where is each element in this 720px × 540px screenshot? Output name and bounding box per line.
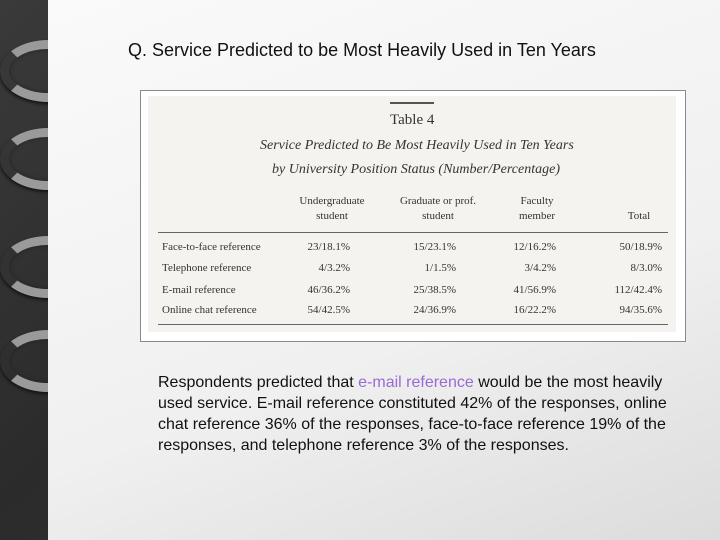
col-header-faculty: Faculty member — [518, 195, 556, 222]
cell-chat-undergrad: 54/42.5% — [307, 304, 350, 316]
col-header-undergraduate: Undergraduate student — [299, 195, 365, 222]
cell-chat-faculty: 16/22.2% — [513, 304, 556, 316]
summary-paragraph: Respondents predicted that e-mail refere… — [158, 372, 698, 456]
row-label-telephone: Telephone reference — [162, 262, 252, 274]
cell-face-faculty: 12/16.2% — [513, 241, 556, 253]
cell-face-total: 50/18.9% — [619, 241, 662, 253]
cell-chat-graduate: 24/36.9% — [413, 304, 456, 316]
cell-email-graduate: 25/38.5% — [413, 284, 456, 296]
table-bottom-rule — [158, 324, 668, 325]
cell-phone-graduate: 1/1.5% — [424, 262, 456, 274]
cell-face-undergrad: 23/18.1% — [307, 241, 350, 253]
cell-phone-faculty: 3/4.2% — [524, 262, 556, 274]
row-label-face-to-face: Face-to-face reference — [162, 241, 261, 253]
table-caption-line1: Service Predicted to Be Most Heavily Use… — [260, 138, 574, 153]
slide-title: Q. Service Predicted to be Most Heavily … — [128, 40, 596, 60]
table-top-rule — [390, 102, 434, 104]
table-number: Table 4 — [390, 112, 435, 128]
col-header-total: Total — [627, 210, 651, 222]
summary-highlight-email: e-mail reference — [358, 374, 474, 391]
cell-email-total: 112/42.4% — [614, 284, 662, 296]
cell-email-undergrad: 46/36.2% — [307, 284, 350, 296]
cell-phone-total: 8/3.0% — [630, 262, 662, 274]
row-label-email: E-mail reference — [162, 284, 236, 296]
summary-text-start: Respondents predicted that — [158, 374, 359, 391]
table-header-rule — [158, 232, 668, 233]
col-header-graduate: Graduate or prof. student — [399, 195, 477, 222]
row-label-online-chat: Online chat reference — [162, 304, 257, 316]
scanned-table: Table 4 Service Predicted to Be Most Hea… — [148, 96, 676, 332]
table-caption-line2: by University Position Status (Number/Pe… — [272, 162, 560, 177]
cell-face-graduate: 15/23.1% — [413, 241, 456, 253]
cell-email-faculty: 41/56.9% — [513, 284, 556, 296]
cell-phone-undergrad: 4/3.2% — [318, 262, 350, 274]
summary-text-end: would be the most heavily used service. … — [158, 374, 667, 454]
cell-chat-total: 94/35.6% — [619, 304, 662, 316]
